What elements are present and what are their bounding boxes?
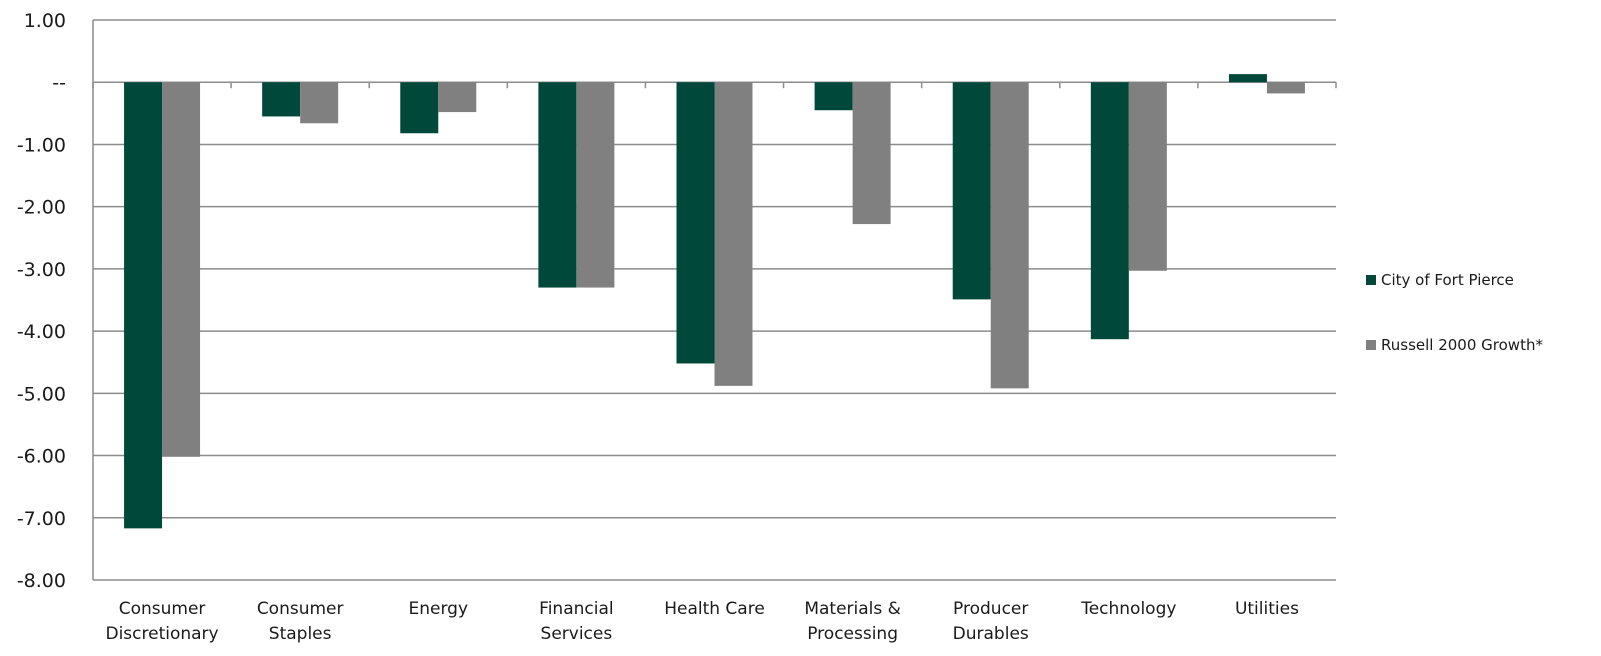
y-tick-label: -8.00 (17, 570, 66, 592)
x-tick-label: Consumer Staples (257, 599, 344, 644)
bar-city-of-fort-pierce (815, 82, 853, 110)
x-tick-label-line: Consumer (119, 599, 206, 619)
bar-russell-2000-growth (853, 82, 891, 224)
x-tick-label-line: Discretionary (105, 624, 218, 644)
x-tick-label: Technology (1080, 599, 1176, 619)
bar-city-of-fort-pierce (1229, 74, 1267, 82)
bar-city-of-fort-pierce (400, 82, 438, 133)
y-tick-label: -3.00 (17, 259, 66, 281)
x-tick-label-line: Processing (807, 624, 898, 644)
bar-city-of-fort-pierce (124, 82, 162, 528)
bar-russell-2000-growth (300, 82, 338, 123)
x-tick-label-line: Utilities (1235, 599, 1299, 619)
bar-city-of-fort-pierce (538, 82, 576, 287)
y-tick-label: 1.00 (24, 10, 66, 32)
x-tick-label-line: Durables (953, 624, 1029, 644)
bar-russell-2000-growth (991, 82, 1029, 388)
bar-city-of-fort-pierce (1091, 82, 1129, 339)
legend-swatch (1366, 340, 1376, 350)
x-tick-label-line: Services (541, 624, 613, 644)
bar-russell-2000-growth (438, 82, 476, 112)
bar-city-of-fort-pierce (262, 82, 300, 116)
legend-label: City of Fort Pierce (1381, 271, 1514, 289)
bar-russell-2000-growth (715, 82, 753, 386)
y-tick-label: -- (52, 72, 66, 94)
bar-russell-2000-growth (576, 82, 614, 287)
x-tick-label: Materials & Processing (804, 599, 901, 644)
legend-swatch (1366, 275, 1376, 285)
x-tick-label: Energy (409, 599, 469, 619)
x-tick-label-line: Consumer (257, 599, 344, 619)
x-tick-label-line: Technology (1080, 599, 1176, 619)
x-tick-label: Health Care (664, 599, 765, 619)
y-tick-label: -6.00 (17, 446, 66, 468)
bar-russell-2000-growth (1129, 82, 1167, 271)
x-tick-label-line: Producer (953, 599, 1028, 619)
bar-russell-2000-growth (162, 82, 200, 457)
y-tick-label: -2.00 (17, 197, 66, 219)
x-tick-label-line: Financial (539, 599, 613, 619)
bar-russell-2000-growth (1267, 82, 1305, 93)
bars (124, 74, 1305, 528)
y-tick-label: -1.00 (17, 134, 66, 156)
legend-label: Russell 2000 Growth* (1381, 336, 1543, 354)
x-tick-label-line: Energy (409, 599, 469, 619)
legend: City of Fort Pierce Russell 2000 Growth* (1366, 271, 1543, 354)
y-tick-label: -5.00 (17, 383, 66, 405)
x-tick-label-line: Materials & (804, 599, 901, 619)
y-axis: 1.00 -- -1.00 -2.00 -3.00 -4.00 -5.00 -6.00 -7.0… (17, 10, 93, 592)
x-tick-label: Utilities (1235, 599, 1299, 619)
x-tick-label-line: Staples (269, 624, 332, 644)
x-tick-label-line: Health Care (664, 599, 765, 619)
x-tick-label: Producer Durables (953, 599, 1029, 644)
x-tick-label: Consumer Discretionary (105, 599, 218, 644)
x-tick-label: Financial Services (539, 599, 613, 644)
y-tick-label: -4.00 (17, 321, 66, 343)
bar-city-of-fort-pierce (953, 82, 991, 299)
y-tick-label: -7.00 (17, 508, 66, 530)
bar-city-of-fort-pierce (677, 82, 715, 363)
